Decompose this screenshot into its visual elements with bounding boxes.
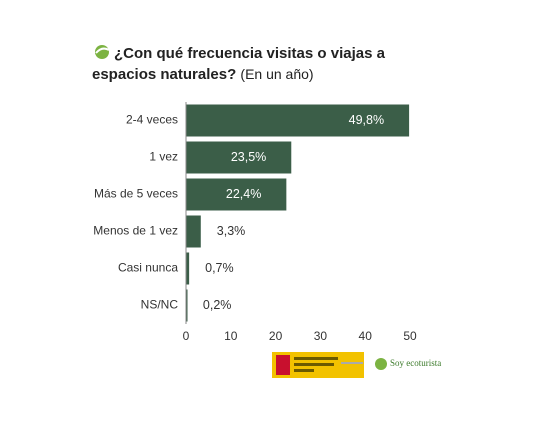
value-label: 0,7% xyxy=(205,261,234,275)
y-tick-label: Menos de 1 vez xyxy=(93,224,178,238)
x-tick-label: 40 xyxy=(359,329,373,343)
bar xyxy=(186,178,287,211)
x-tick-label: 30 xyxy=(314,329,328,343)
value-label: 3,3% xyxy=(217,224,246,238)
y-tick-label: 2-4 veces xyxy=(126,113,178,127)
y-tick-label: 1 vez xyxy=(149,150,178,164)
bar xyxy=(186,215,201,248)
value-label: 49,8% xyxy=(349,113,384,127)
value-label: 23,5% xyxy=(231,150,266,164)
value-label: 0,2% xyxy=(203,298,232,312)
value-label: 22,4% xyxy=(226,187,261,201)
chart-title: ¿Con qué frecuencia visitas o viajas a e… xyxy=(92,44,437,85)
bar xyxy=(186,141,292,174)
title-icon xyxy=(95,45,110,59)
subtitle: (En un año) xyxy=(240,66,314,82)
bar xyxy=(186,252,190,285)
brand-text: Soy ecoturista xyxy=(390,358,441,368)
y-tick-label: NS/NC xyxy=(141,298,179,312)
y-tick-label: Más de 5 veces xyxy=(94,187,178,201)
brand-icon xyxy=(375,358,387,370)
x-tick-label: 50 xyxy=(403,329,417,343)
x-tick-label: 10 xyxy=(224,329,238,343)
bar xyxy=(186,289,188,322)
bar xyxy=(186,104,410,137)
x-tick-label: 20 xyxy=(269,329,283,343)
title-text: ¿Con qué frecuencia visitas o viajas a e… xyxy=(92,45,385,83)
x-tick-label: 0 xyxy=(183,329,190,343)
y-tick-label: Casi nunca xyxy=(118,261,178,275)
ministry-logo xyxy=(272,352,364,378)
